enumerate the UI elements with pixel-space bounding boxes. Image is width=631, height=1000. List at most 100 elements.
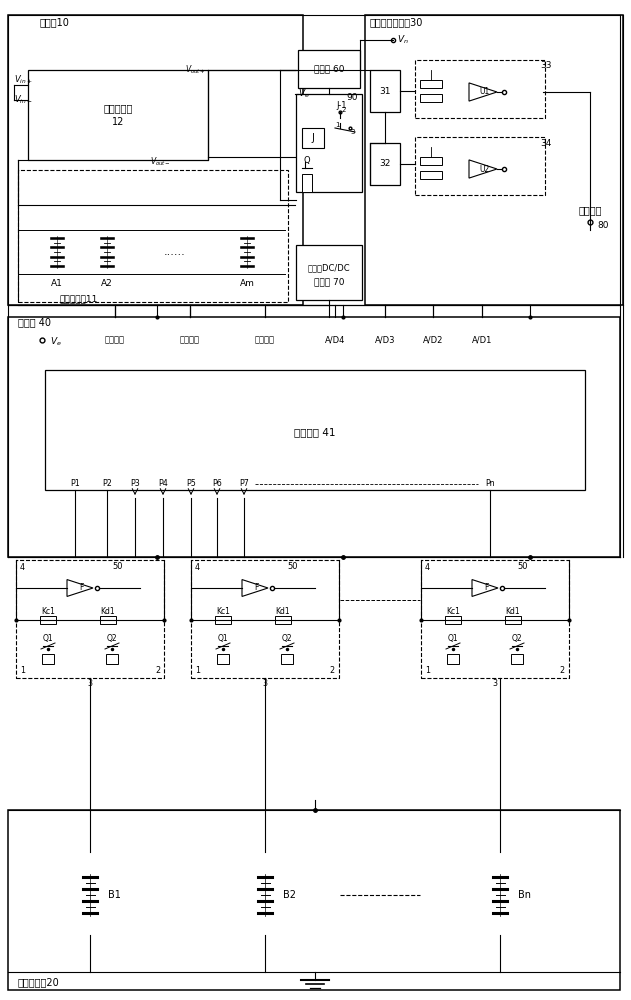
Text: 微处理器 41: 微处理器 41 (294, 427, 336, 437)
Text: F: F (79, 584, 83, 592)
Text: 续能器10: 续能器10 (40, 17, 70, 27)
Text: 4: 4 (195, 563, 200, 572)
Bar (191, 560, 339, 678)
Text: 3: 3 (262, 680, 268, 688)
Bar (420, 80, 442, 88)
Text: P6: P6 (212, 480, 222, 488)
Text: A1: A1 (51, 279, 63, 288)
Bar (28, 70, 208, 160)
Text: 过程参数检测器30: 过程参数检测器30 (370, 17, 423, 27)
Text: ......: ...... (164, 247, 186, 257)
Bar (511, 654, 523, 664)
Text: P4: P4 (158, 480, 168, 488)
Text: P3: P3 (130, 480, 140, 488)
Bar (302, 128, 324, 148)
Bar (365, 15, 623, 305)
Bar (296, 245, 362, 300)
Text: Q2: Q2 (107, 634, 117, 643)
Text: 1: 1 (20, 666, 25, 675)
Text: Kc1: Kc1 (446, 607, 460, 616)
Bar (302, 174, 312, 192)
Text: 启停控制: 启停控制 (180, 336, 200, 344)
Bar (505, 616, 521, 624)
Text: Kd1: Kd1 (276, 607, 290, 616)
Text: 工作电池组20: 工作电池组20 (18, 977, 60, 987)
Text: $V_{out+}$: $V_{out+}$ (185, 64, 206, 76)
Text: Bn: Bn (518, 890, 531, 900)
Text: P1: P1 (70, 480, 80, 488)
Bar (215, 616, 231, 624)
Text: 2: 2 (155, 666, 160, 675)
Text: $V_e$: $V_e$ (298, 88, 310, 100)
Text: 2: 2 (330, 666, 335, 675)
Text: 12: 12 (112, 117, 124, 127)
Bar (420, 157, 442, 165)
Text: J-1: J-1 (336, 101, 346, 109)
Text: 50: 50 (287, 562, 297, 571)
Bar (370, 143, 400, 185)
Text: 4: 4 (20, 563, 25, 572)
Text: Kd1: Kd1 (101, 607, 115, 616)
Text: 80: 80 (597, 221, 608, 230)
Bar (296, 94, 362, 192)
Text: A2: A2 (101, 279, 113, 288)
Text: $V_e$: $V_e$ (50, 336, 62, 348)
Text: P2: P2 (102, 480, 112, 488)
Bar (8, 317, 620, 557)
Text: 1: 1 (335, 122, 339, 128)
Text: B2: B2 (283, 890, 296, 900)
Bar (447, 654, 459, 664)
Text: 1: 1 (195, 666, 200, 675)
Bar (415, 137, 545, 195)
Bar (370, 70, 400, 112)
Text: A/D4: A/D4 (325, 336, 345, 344)
Text: 31: 31 (379, 87, 391, 96)
Text: Q: Q (303, 155, 310, 164)
Text: Q1: Q1 (218, 634, 228, 643)
Text: 2: 2 (560, 666, 565, 675)
Bar (42, 654, 54, 664)
Text: 方式切换: 方式切换 (255, 336, 275, 344)
Text: Kc1: Kc1 (216, 607, 230, 616)
Text: A/D2: A/D2 (423, 336, 443, 344)
Text: Q2: Q2 (281, 634, 292, 643)
Text: 转换器 70: 转换器 70 (314, 277, 345, 286)
Text: A/D3: A/D3 (375, 336, 395, 344)
Bar (420, 171, 442, 179)
Text: 续能电池组11: 续能电池组11 (60, 294, 98, 304)
Bar (8, 15, 303, 305)
Bar (106, 654, 118, 664)
Text: Am: Am (240, 279, 254, 288)
Text: Q1: Q1 (43, 634, 53, 643)
Text: 2: 2 (342, 107, 346, 113)
Text: U2: U2 (480, 164, 490, 174)
Text: 34: 34 (540, 138, 551, 147)
Text: 50: 50 (112, 562, 122, 571)
Text: F: F (254, 584, 258, 592)
Text: J: J (312, 133, 314, 143)
Bar (445, 616, 461, 624)
Bar (100, 616, 116, 624)
Bar (18, 170, 288, 302)
Text: $V_{out-}$: $V_{out-}$ (150, 156, 171, 168)
Text: 3: 3 (88, 680, 93, 688)
Bar (275, 616, 291, 624)
Text: 32: 32 (379, 159, 391, 168)
Text: U1: U1 (480, 88, 490, 97)
Text: 3: 3 (350, 129, 355, 135)
Text: 50: 50 (517, 562, 528, 571)
Text: $V_{in-}$: $V_{in-}$ (14, 94, 33, 106)
Text: P5: P5 (186, 480, 196, 488)
Text: Q1: Q1 (447, 634, 458, 643)
Text: Pn: Pn (485, 480, 495, 488)
Text: Kc1: Kc1 (41, 607, 55, 616)
Text: $V_{in+}$: $V_{in+}$ (14, 74, 33, 86)
Bar (16, 560, 164, 678)
Bar (45, 370, 585, 490)
Bar (8, 810, 620, 990)
Text: 控制器 40: 控制器 40 (18, 317, 51, 327)
Text: B1: B1 (108, 890, 121, 900)
Text: 稳压器 60: 稳压器 60 (314, 64, 345, 74)
Text: 90: 90 (346, 93, 358, 102)
Text: Kd1: Kd1 (505, 607, 521, 616)
